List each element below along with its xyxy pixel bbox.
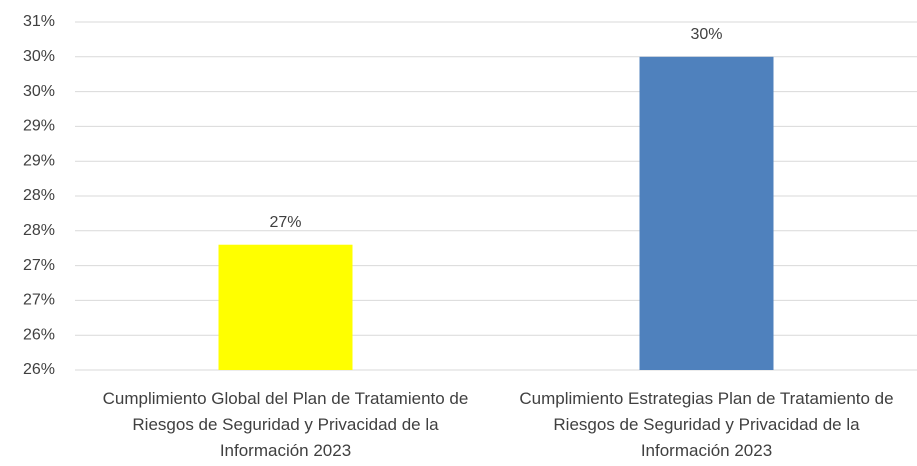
y-tick-label: 29% (23, 152, 55, 169)
y-tick-label: 28% (23, 222, 55, 239)
y-tick-label: 28% (23, 187, 55, 204)
x-tick-label: Cumplimiento Estrategias Plan de Tratami… (519, 389, 894, 460)
data-label: 27% (269, 214, 301, 231)
data-label: 30% (690, 26, 722, 43)
bar (639, 56, 774, 371)
y-tick-label: 30% (23, 48, 55, 65)
x-tick-label: Cumplimiento Global del Plan de Tratamie… (102, 389, 469, 460)
y-tick-label: 29% (23, 118, 55, 135)
y-tick-label: 26% (23, 326, 55, 343)
bar (218, 244, 353, 370)
y-tick-label: 31% (23, 13, 55, 30)
y-tick-label: 27% (23, 292, 55, 309)
y-tick-label: 26% (23, 361, 55, 378)
y-tick-label: 27% (23, 257, 55, 274)
y-tick-label: 30% (23, 83, 55, 100)
